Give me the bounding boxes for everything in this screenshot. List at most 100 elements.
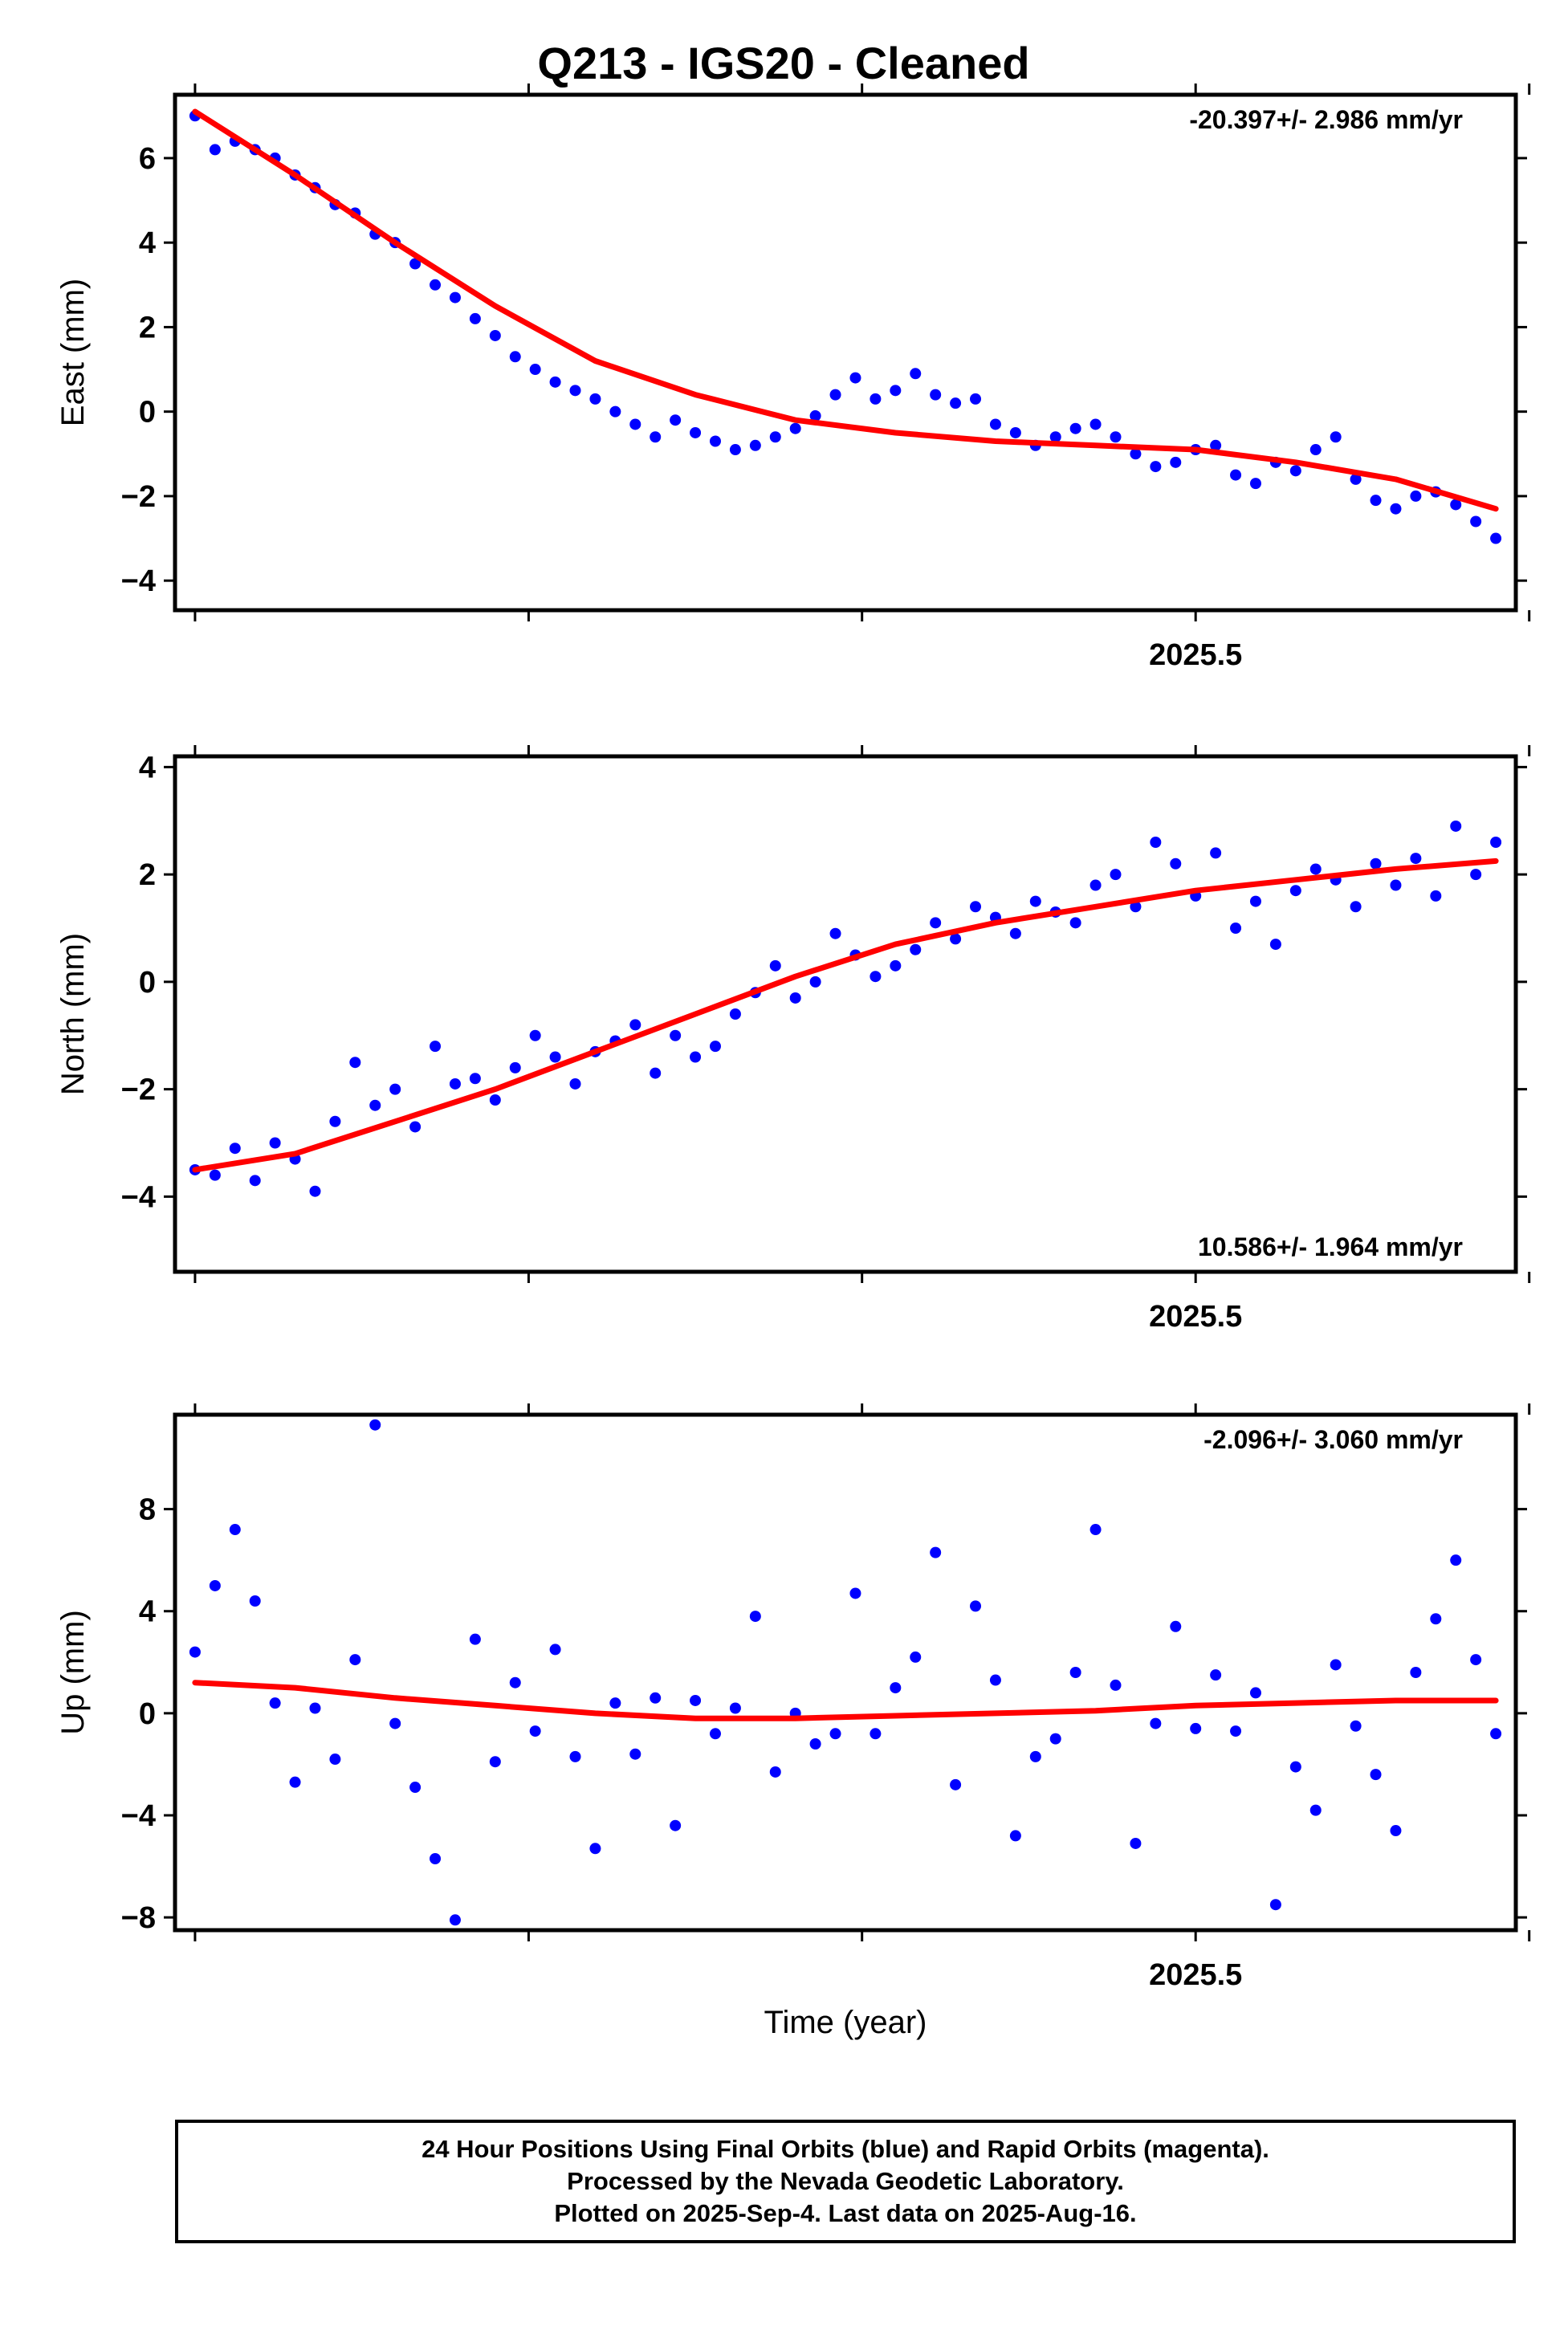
data-point: [369, 1099, 381, 1111]
data-point: [389, 1717, 401, 1729]
data-point: [409, 258, 422, 270]
data-point: [1009, 927, 1021, 939]
fit-curve: [192, 1680, 1499, 1721]
data-point: [729, 444, 741, 456]
data-point: [569, 385, 581, 397]
data-point: [829, 389, 841, 401]
data-point: [1289, 1761, 1301, 1773]
data-point: [1230, 1725, 1242, 1737]
data-point: [1230, 923, 1242, 934]
data-point: [1269, 1899, 1281, 1911]
data-point: [1029, 895, 1041, 907]
data-layer: [189, 108, 1502, 544]
panel-3: 2025.5 −8 −4 0 4 8 Up (mm) Time (year) -2.096+/-…: [55, 1403, 1531, 2040]
rate-annotation: -2.096+/- 3.060 mm/yr: [1203, 1425, 1463, 1454]
data-point: [1470, 869, 1482, 881]
data-point: [449, 1914, 461, 1926]
data-point: [890, 385, 902, 397]
plot-frame: [173, 92, 1518, 613]
rate-annotation: 10.586+/- 1.964 mm/yr: [1198, 1232, 1463, 1261]
data-point: [1089, 879, 1102, 891]
data-point: [409, 1121, 422, 1133]
data-point: [209, 144, 221, 156]
data-point: [209, 1169, 221, 1181]
data-point: [229, 1143, 241, 1155]
data-point: [529, 364, 541, 376]
data-point: [1130, 1837, 1142, 1849]
data-point: [809, 409, 821, 422]
data-point: [1130, 901, 1142, 913]
data-point: [629, 418, 641, 430]
data-point: [1370, 1769, 1382, 1781]
data-point: [469, 312, 481, 324]
data-point: [469, 1633, 481, 1645]
data-point: [1269, 939, 1281, 951]
data-point: [1490, 837, 1502, 848]
data-point: [509, 1676, 521, 1688]
data-point: [389, 1083, 401, 1095]
y-axis-label: North (mm): [55, 933, 91, 1095]
x-tick-label: 2025.5: [1149, 638, 1242, 672]
data-point: [1390, 1825, 1402, 1837]
data-point: [1069, 422, 1081, 434]
data-point: [1450, 1554, 1462, 1566]
data-point: [589, 1843, 601, 1855]
y-tick-label: 2: [139, 311, 156, 344]
data-point: [1210, 847, 1222, 859]
y-tick-label: 4: [139, 1595, 156, 1629]
data-point: [950, 397, 962, 409]
data-point: [769, 1766, 781, 1778]
data-point: [549, 1644, 561, 1656]
data-point: [989, 1674, 1001, 1686]
data-point: [890, 959, 902, 972]
footer-line-3: Plotted on 2025-Sep-4. Last data on 2025…: [554, 2199, 1137, 2227]
y-tick-label: 4: [139, 751, 156, 784]
y-tick-label: 2: [139, 858, 156, 892]
y-tick-label: −8: [121, 1901, 156, 1935]
data-point: [690, 1694, 702, 1706]
data-point: [1350, 1720, 1362, 1732]
data-point: [970, 393, 982, 405]
panels: 2025.5 −4 −2 0 2 4 6 East (mm) -20.397+/- 2.986 …: [55, 84, 1531, 2040]
data-point: [910, 368, 922, 380]
plot-frame: [173, 754, 1518, 1274]
data-point: [1309, 444, 1322, 456]
footer-line-1: 24 Hour Positions Using Final Orbits (bl…: [422, 2135, 1269, 2163]
data-point: [650, 1692, 662, 1704]
footer-box: 24 Hour Positions Using Final Orbits (bl…: [175, 2120, 1516, 2243]
data-point: [829, 927, 841, 939]
data-point: [930, 917, 942, 929]
data-point: [369, 1419, 381, 1431]
data-point: [1170, 456, 1182, 468]
data-point: [970, 1600, 982, 1612]
y-axis-label: Up (mm): [55, 1610, 91, 1735]
data-point: [269, 1137, 281, 1149]
data-point: [989, 418, 1001, 430]
data-point: [549, 1051, 561, 1063]
data-point: [409, 1782, 422, 1794]
data-point: [1430, 1613, 1442, 1625]
data-point: [709, 1041, 721, 1053]
y-tick-label: −2: [121, 480, 156, 514]
footer-line-2: Processed by the Nevada Geodetic Laborat…: [567, 2167, 1124, 2195]
data-point: [629, 1019, 641, 1031]
data-point: [489, 1094, 501, 1106]
data-point: [670, 1819, 682, 1831]
x-tick-label: 2025.5: [1149, 1958, 1242, 1992]
data-point: [729, 1702, 741, 1714]
data-point: [1249, 895, 1261, 907]
data-point: [690, 1051, 702, 1063]
data-point: [930, 1546, 942, 1558]
data-point: [430, 279, 442, 291]
panel-2: 2025.5 −4 −2 0 2 4 North (mm) 10.586+/- 1.964 m…: [55, 745, 1531, 1334]
fit-curve: [192, 108, 1499, 512]
y-tick-label: 0: [139, 396, 156, 430]
data-point: [569, 1750, 581, 1762]
data-point: [1370, 495, 1382, 507]
data-point: [329, 1115, 341, 1127]
data-point: [329, 1754, 341, 1766]
data-point: [1309, 1804, 1322, 1816]
data-point: [1230, 469, 1242, 481]
data-point: [449, 291, 461, 303]
